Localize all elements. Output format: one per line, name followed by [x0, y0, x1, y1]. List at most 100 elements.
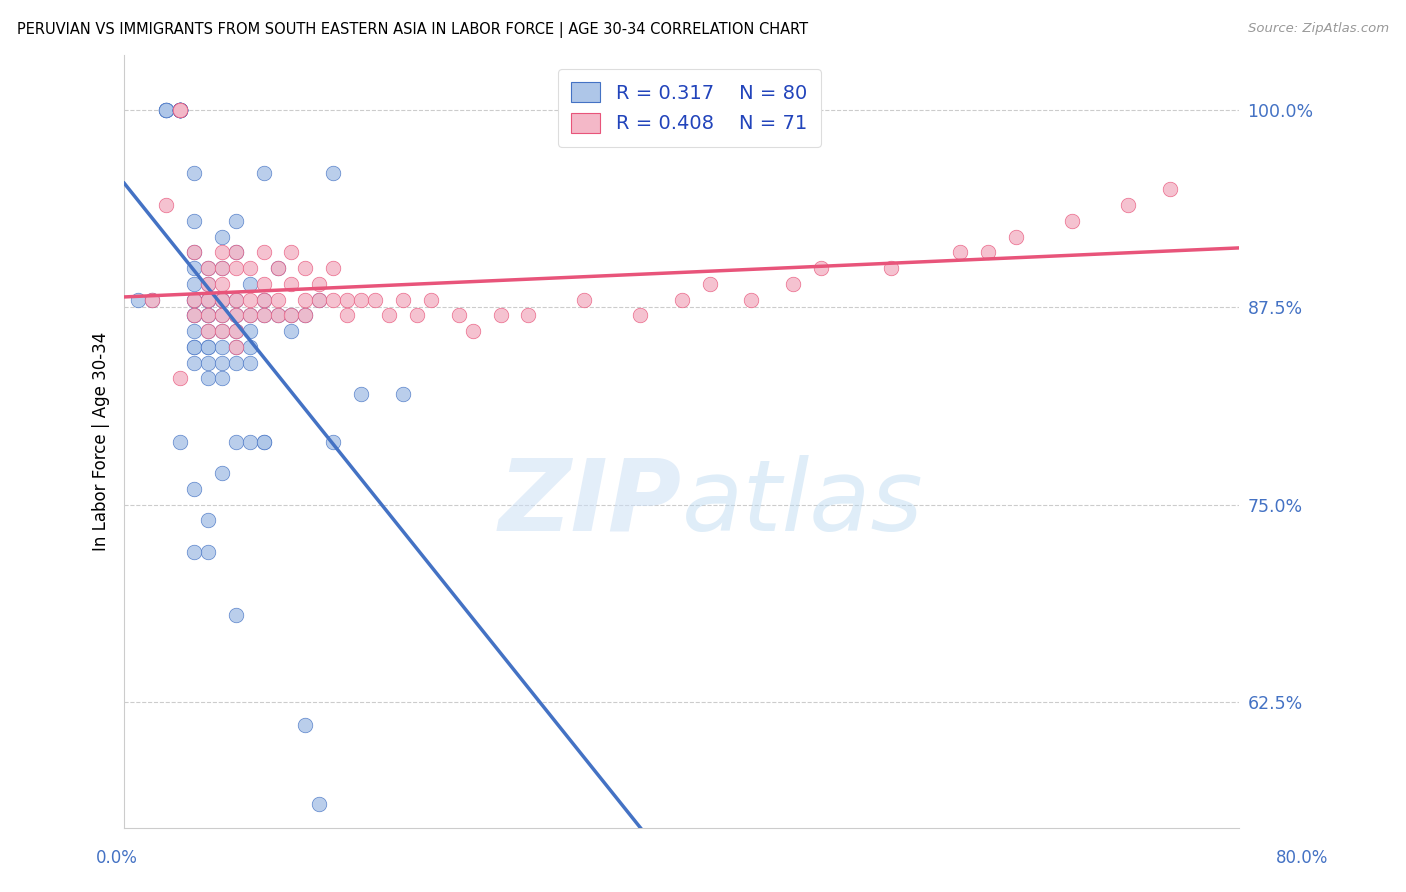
Point	[225, 309, 247, 323]
Point	[169, 103, 191, 118]
Point	[211, 245, 233, 260]
Point	[183, 293, 205, 307]
Point	[183, 293, 205, 307]
Point	[197, 356, 219, 370]
Point	[266, 261, 288, 276]
Point	[322, 293, 344, 307]
Point	[211, 466, 233, 480]
Point	[252, 293, 274, 307]
Point	[392, 293, 415, 307]
Point	[782, 277, 804, 291]
Point	[155, 103, 177, 118]
Point	[169, 434, 191, 449]
Point	[489, 309, 512, 323]
Point	[197, 340, 219, 354]
Point	[1159, 182, 1181, 196]
Point	[280, 324, 302, 338]
Point	[225, 309, 247, 323]
Point	[239, 309, 262, 323]
Point	[322, 434, 344, 449]
Point	[225, 356, 247, 370]
Text: ZIP: ZIP	[499, 455, 682, 552]
Point	[252, 245, 274, 260]
Point	[141, 293, 163, 307]
Point	[169, 103, 191, 118]
Point	[225, 245, 247, 260]
Point	[1060, 213, 1083, 227]
Point	[211, 340, 233, 354]
Point	[517, 309, 540, 323]
Point	[183, 309, 205, 323]
Point	[406, 309, 429, 323]
Point	[1005, 229, 1028, 244]
Point	[183, 340, 205, 354]
Point	[197, 293, 219, 307]
Point	[252, 293, 274, 307]
Point	[183, 293, 205, 307]
Point	[141, 293, 163, 307]
Point	[225, 324, 247, 338]
Point	[336, 309, 359, 323]
Point	[211, 324, 233, 338]
Point	[880, 261, 903, 276]
Point	[169, 371, 191, 385]
Point	[197, 309, 219, 323]
Point	[183, 356, 205, 370]
Point	[183, 277, 205, 291]
Point	[169, 103, 191, 118]
Point	[378, 309, 401, 323]
Point	[266, 293, 288, 307]
Point	[322, 261, 344, 276]
Point	[169, 103, 191, 118]
Point	[740, 293, 762, 307]
Point	[169, 103, 191, 118]
Point	[461, 324, 484, 338]
Point	[225, 324, 247, 338]
Point	[252, 309, 274, 323]
Point	[239, 309, 262, 323]
Point	[211, 309, 233, 323]
Point	[183, 245, 205, 260]
Point	[169, 103, 191, 118]
Point	[308, 277, 330, 291]
Point	[225, 607, 247, 622]
Point	[169, 103, 191, 118]
Point	[225, 293, 247, 307]
Point	[225, 245, 247, 260]
Point	[197, 261, 219, 276]
Text: Source: ZipAtlas.com: Source: ZipAtlas.com	[1249, 22, 1389, 36]
Point	[169, 103, 191, 118]
Point	[294, 293, 316, 307]
Point	[211, 261, 233, 276]
Point	[225, 261, 247, 276]
Point	[252, 277, 274, 291]
Point	[225, 213, 247, 227]
Point	[197, 371, 219, 385]
Point	[350, 293, 373, 307]
Point	[280, 309, 302, 323]
Point	[977, 245, 1000, 260]
Point	[197, 545, 219, 559]
Point	[239, 434, 262, 449]
Point	[392, 387, 415, 401]
Point	[211, 309, 233, 323]
Point	[169, 103, 191, 118]
Point	[266, 309, 288, 323]
Point	[197, 277, 219, 291]
Point	[294, 261, 316, 276]
Point	[183, 245, 205, 260]
Point	[197, 277, 219, 291]
Point	[239, 356, 262, 370]
Y-axis label: In Labor Force | Age 30-34: In Labor Force | Age 30-34	[93, 332, 110, 551]
Point	[252, 434, 274, 449]
Point	[197, 309, 219, 323]
Point	[197, 293, 219, 307]
Point	[183, 213, 205, 227]
Point	[239, 277, 262, 291]
Point	[155, 198, 177, 212]
Text: 80.0%: 80.0%	[1277, 849, 1329, 867]
Text: 0.0%: 0.0%	[96, 849, 138, 867]
Point	[155, 103, 177, 118]
Point	[252, 309, 274, 323]
Point	[322, 166, 344, 180]
